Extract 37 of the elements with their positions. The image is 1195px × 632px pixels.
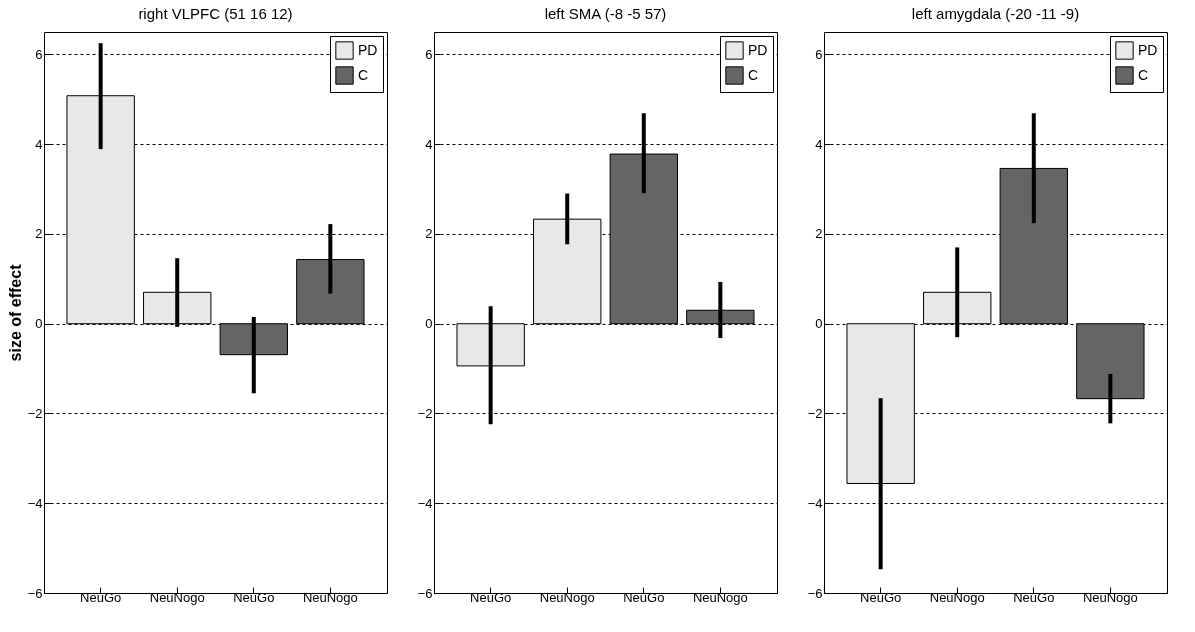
legend-label: PD: [748, 41, 768, 58]
x-tick-label: NeuNogo: [539, 589, 595, 605]
legend-label: C: [358, 66, 369, 83]
y-tick-label: 4: [815, 136, 823, 152]
y-tick-label: 2: [425, 226, 433, 242]
y-tick-label: 6: [425, 46, 433, 62]
x-tick-label: NeuNogo: [1082, 589, 1138, 605]
y-tick-label: −4: [27, 495, 43, 511]
x-tick-label: NeuNogo: [692, 589, 748, 605]
y-tick-label: −4: [417, 495, 433, 511]
y-tick-label: 4: [425, 136, 433, 152]
x-tick-label: NeuNogo: [149, 589, 205, 605]
y-tick-label: 4: [35, 136, 43, 152]
y-tick-label: −4: [807, 495, 823, 511]
y-tick-label: 0: [35, 316, 43, 332]
y-tick-label: 2: [35, 226, 43, 242]
y-tick-label: −6: [417, 585, 433, 601]
legend-label: C: [748, 66, 759, 83]
x-tick-label: NeuNogo: [929, 589, 985, 605]
y-tick-label: −2: [27, 405, 43, 421]
y-tick-label: −6: [807, 585, 823, 601]
y-tick-label: 0: [815, 316, 823, 332]
y-tick-label: 2: [815, 226, 823, 242]
y-axis-title: size of effect: [6, 263, 24, 362]
y-tick-label: −2: [807, 405, 823, 421]
y-tick-label: 6: [815, 46, 823, 62]
legend-label: C: [1138, 66, 1149, 83]
y-tick-label: 6: [35, 46, 43, 62]
y-tick-label: −2: [417, 405, 433, 421]
chart-title: left amygdala (-20 -11 -9): [911, 5, 1080, 22]
chart-title: right VLPFC (51 16 12): [138, 5, 293, 22]
x-tick-label: NeuNogo: [302, 589, 358, 605]
y-tick-label: 0: [425, 316, 433, 332]
legend-label: PD: [1138, 41, 1158, 58]
y-tick-label: −6: [27, 585, 43, 601]
legend-label: PD: [358, 41, 378, 58]
chart-title: left SMA (-8 -5 57): [544, 5, 667, 22]
